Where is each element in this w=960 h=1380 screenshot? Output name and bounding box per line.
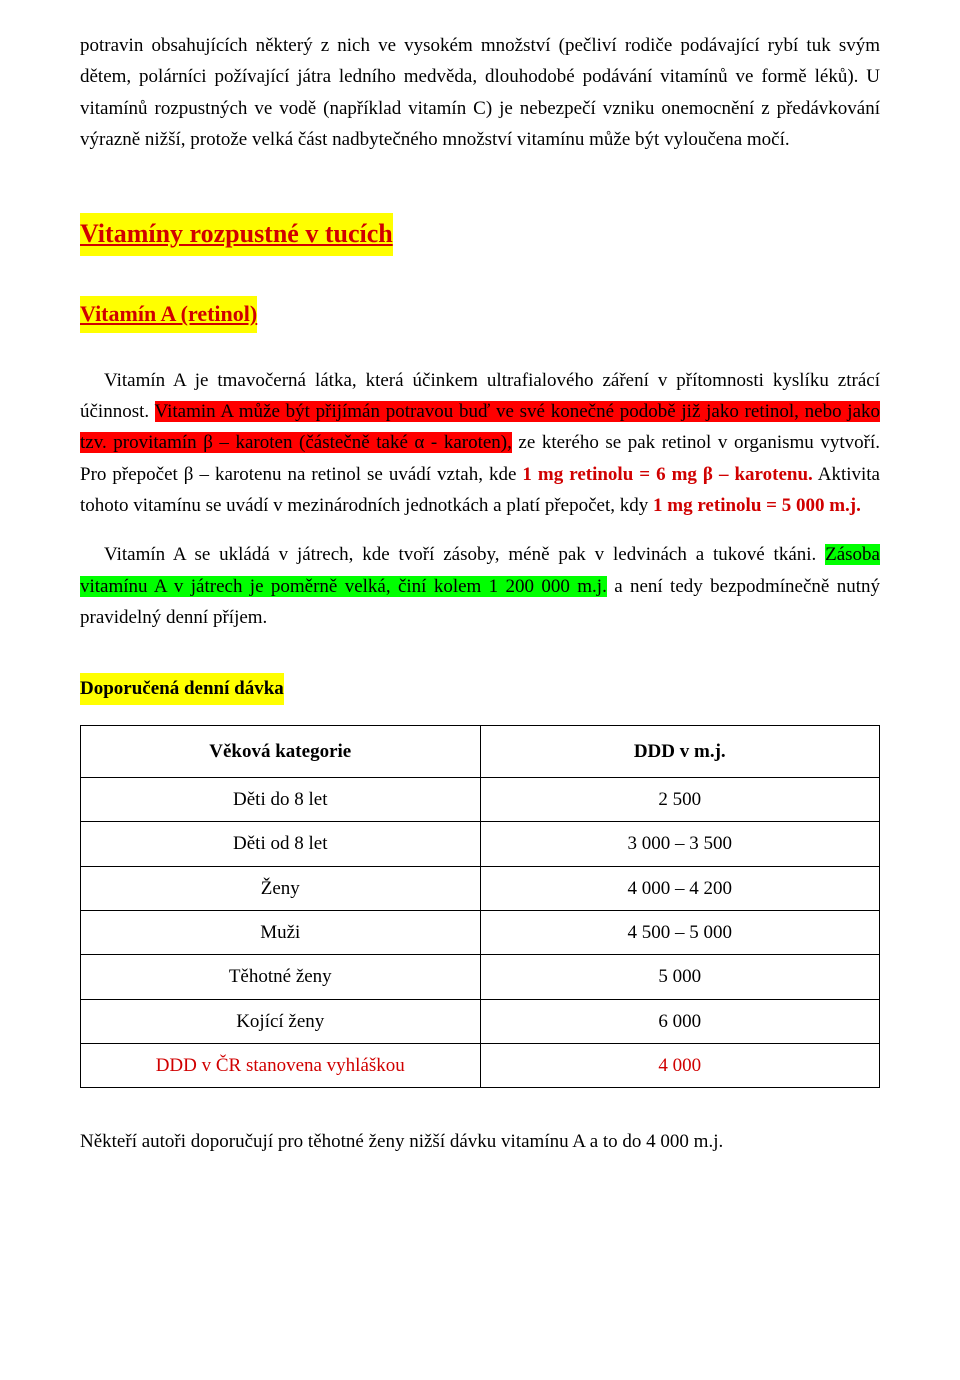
section-title: Vitamíny rozpustné v tucích bbox=[80, 213, 393, 256]
cell-value: 4 500 – 5 000 bbox=[480, 911, 880, 955]
cell-value-ddd: 4 000 bbox=[480, 1044, 880, 1088]
table-row: Děti do 8 let 2 500 bbox=[81, 778, 880, 822]
cell-category: Kojící ženy bbox=[81, 999, 481, 1043]
header-value: DDD v m.j. bbox=[480, 725, 880, 777]
subsection-title: Vitamín A (retinol) bbox=[80, 296, 257, 332]
vita-paragraph-2: Vitamín A se ukládá v játrech, kde tvoří… bbox=[80, 539, 880, 633]
table-row-ddd: DDD v ČR stanovena vyhláškou 4 000 bbox=[81, 1044, 880, 1088]
final-note: Někteří autoři doporučují pro těhotné že… bbox=[80, 1126, 880, 1157]
vita-p1-red-bold-1: 1 mg retinolu = 6 mg β – karotenu. bbox=[522, 464, 812, 485]
cell-category: Ženy bbox=[81, 866, 481, 910]
ddd-label: Doporučená denní dávka bbox=[80, 673, 284, 704]
cell-category: Děti od 8 let bbox=[81, 822, 481, 866]
cell-category-ddd: DDD v ČR stanovena vyhláškou bbox=[81, 1044, 481, 1088]
table-row: Muži 4 500 – 5 000 bbox=[81, 911, 880, 955]
table-row: Děti od 8 let 3 000 – 3 500 bbox=[81, 822, 880, 866]
cell-category: Děti do 8 let bbox=[81, 778, 481, 822]
table-header-row: Věková kategorie DDD v m.j. bbox=[81, 725, 880, 777]
table-row: Kojící ženy 6 000 bbox=[81, 999, 880, 1043]
cell-value: 2 500 bbox=[480, 778, 880, 822]
intro-paragraph: potravin obsahujících některý z nich ve … bbox=[80, 30, 880, 155]
cell-value: 6 000 bbox=[480, 999, 880, 1043]
header-category: Věková kategorie bbox=[81, 725, 481, 777]
cell-value: 3 000 – 3 500 bbox=[480, 822, 880, 866]
ddd-table: Věková kategorie DDD v m.j. Děti do 8 le… bbox=[80, 725, 880, 1089]
table-row: Ženy 4 000 – 4 200 bbox=[81, 866, 880, 910]
vita-paragraph-1: Vitamín A je tmavočerná látka, která úči… bbox=[80, 365, 880, 522]
vita-p2-lead: Vitamín A se ukládá v játrech, kde tvoří… bbox=[104, 544, 825, 565]
vita-p1-red-bold-2: 1 mg retinolu = 5 000 m.j. bbox=[653, 495, 861, 516]
table-row: Těhotné ženy 5 000 bbox=[81, 955, 880, 999]
cell-value: 4 000 – 4 200 bbox=[480, 866, 880, 910]
cell-category: Těhotné ženy bbox=[81, 955, 481, 999]
cell-value: 5 000 bbox=[480, 955, 880, 999]
cell-category: Muži bbox=[81, 911, 481, 955]
